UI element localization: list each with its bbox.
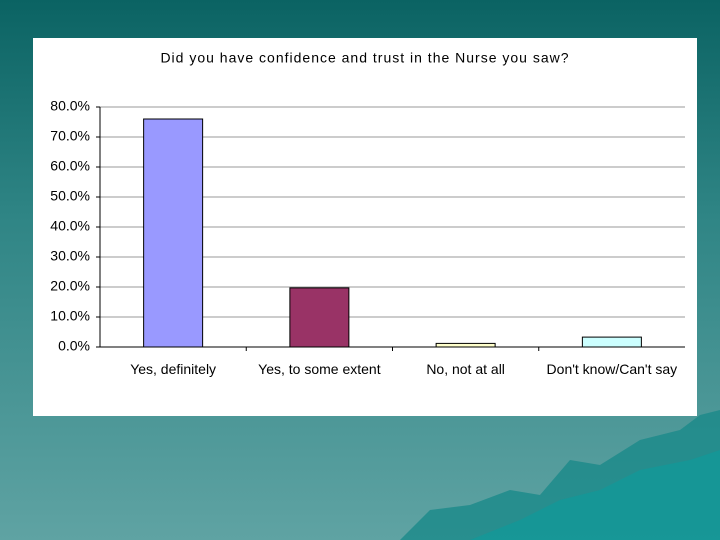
y-tick-label: 40.0% — [50, 218, 90, 234]
bar — [435, 342, 496, 348]
chart: Did you have confidence and trust in the… — [50, 50, 685, 354]
y-tick-label: 30.0% — [50, 248, 90, 264]
y-tick-label: 20.0% — [50, 278, 90, 294]
y-tick-label: 50.0% — [50, 188, 90, 204]
x-tick-label: Yes, to some extent — [258, 361, 381, 377]
y-tick-label: 70.0% — [50, 128, 90, 144]
chart-panel: Did you have confidence and trust in the… — [33, 38, 697, 416]
bar — [143, 118, 204, 348]
x-tick-label: Don't know/Can't say — [546, 361, 678, 377]
y-tick-label: 10.0% — [50, 308, 90, 324]
bar — [581, 336, 642, 348]
y-tick-label: 80.0% — [50, 98, 90, 114]
chart-title: Did you have confidence and trust in the… — [160, 50, 569, 66]
bar — [289, 287, 350, 348]
x-tick-label: Yes, definitely — [130, 361, 217, 377]
x-tick-label: No, not at all — [426, 361, 505, 377]
y-tick-label: 60.0% — [50, 158, 90, 174]
y-tick-label: 0.0% — [58, 338, 90, 354]
